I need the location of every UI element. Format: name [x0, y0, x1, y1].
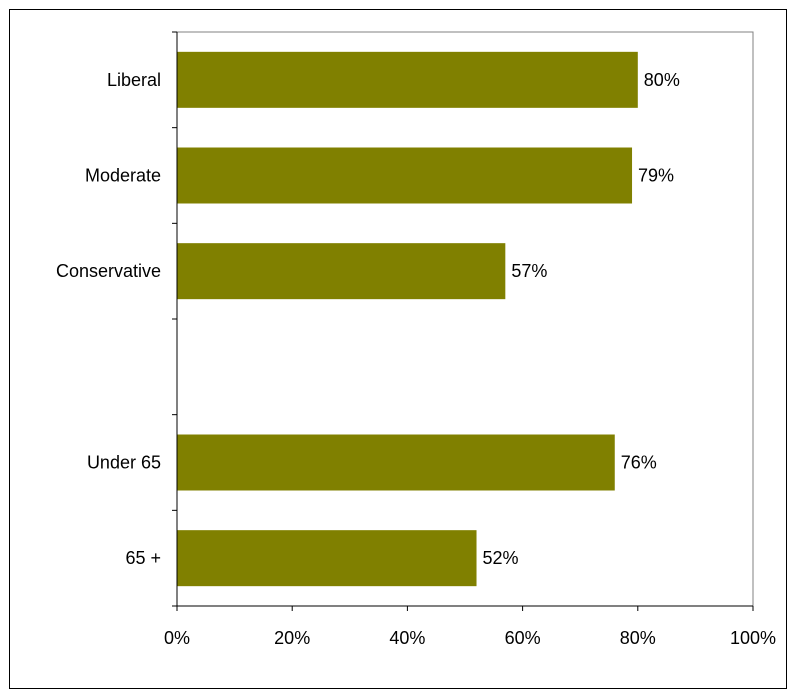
x-tick-label: 20% — [274, 628, 310, 648]
category-label: Liberal — [107, 70, 161, 90]
bar — [177, 530, 477, 587]
bar-chart: Liberal 80% Moderate 79% Conservative 57% Unde… — [56, 31, 776, 648]
data-label: 79% — [638, 166, 674, 186]
category-label: 65 + — [125, 548, 161, 568]
data-label: 52% — [483, 548, 519, 568]
plot-area-border — [176, 31, 754, 607]
x-tick-label: 100% — [730, 628, 776, 648]
x-tick-label: 40% — [389, 628, 425, 648]
category-label: Under 65 — [87, 453, 161, 473]
bar — [177, 434, 615, 491]
bar — [177, 51, 638, 108]
x-tick-label: 60% — [505, 628, 541, 648]
x-tick-label: 80% — [620, 628, 656, 648]
data-label: 57% — [511, 261, 547, 281]
x-tick-label: 0% — [164, 628, 190, 648]
category-label: Moderate — [85, 166, 161, 186]
data-label: 76% — [621, 453, 657, 473]
category-label: Conservative — [56, 261, 161, 281]
data-label: 80% — [644, 70, 680, 90]
bar — [177, 147, 633, 204]
bar — [177, 243, 506, 300]
